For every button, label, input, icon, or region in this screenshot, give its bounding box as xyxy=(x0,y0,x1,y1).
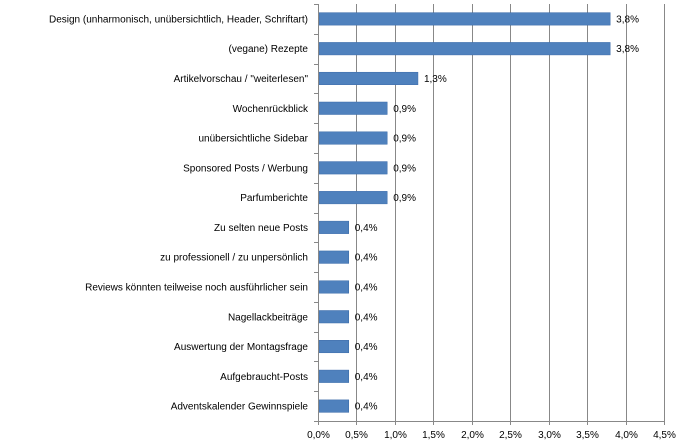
bar-2 xyxy=(318,71,419,85)
bar-11 xyxy=(318,340,350,354)
value-label-0: 3,8% xyxy=(616,14,639,25)
value-label-11: 0,4% xyxy=(355,342,378,353)
grid xyxy=(356,4,665,421)
x-tick-label-6: 3,0% xyxy=(538,430,561,441)
bar-8 xyxy=(318,250,350,264)
category-label-13: Adventskalender Gewinnspiele xyxy=(171,402,309,413)
x-tick-label-3: 1,5% xyxy=(422,430,445,441)
value-label-3: 0,9% xyxy=(393,104,416,115)
category-label-6: Parfumberichte xyxy=(240,193,308,204)
bar-4 xyxy=(318,131,388,145)
x-tick-label-9: 4,5% xyxy=(653,430,676,441)
bar-0 xyxy=(318,12,611,26)
bar-6 xyxy=(318,191,388,205)
bar-1 xyxy=(318,42,611,56)
value-label-4: 0,9% xyxy=(393,134,416,145)
category-label-4: unübersichtliche Sidebar xyxy=(198,134,308,145)
x-tick-label-1: 0,5% xyxy=(345,430,368,441)
category-label-0: Design (unharmonisch, unübersichtlich, H… xyxy=(49,14,308,25)
bar-7 xyxy=(318,220,350,234)
bar-13 xyxy=(318,399,350,413)
x-tick-label-2: 1,0% xyxy=(384,430,407,441)
value-label-2: 1,3% xyxy=(424,74,447,85)
value-label-13: 0,4% xyxy=(355,402,378,413)
value-label-6: 0,9% xyxy=(393,193,416,204)
category-label-1: (vegane) Rezepte xyxy=(229,44,309,55)
axes xyxy=(314,4,665,425)
category-label-10: Nagellackbeiträge xyxy=(228,312,308,323)
bar-10 xyxy=(318,310,350,324)
value-label-10: 0,4% xyxy=(355,312,378,323)
category-label-2: Artikelvorschau / "weiterlesen" xyxy=(174,74,309,85)
category-label-11: Auswertung der Montagsfrage xyxy=(174,342,308,353)
category-label-7: Zu selten neue Posts xyxy=(214,223,308,234)
bar-9 xyxy=(318,280,350,294)
value-label-12: 0,4% xyxy=(355,372,378,383)
value-label-8: 0,4% xyxy=(355,253,378,264)
value-label-5: 0,9% xyxy=(393,163,416,174)
x-tick-label-5: 2,5% xyxy=(499,430,522,441)
category-label-5: Sponsored Posts / Werbung xyxy=(183,163,308,174)
bar-3 xyxy=(318,101,388,115)
labels: 0,0% 0,5% 1,0% 1,5% 2,0% 2,5% 3,0% 3,5% 4,0% 4,5%… xyxy=(49,14,676,441)
x-tick-label-0: 0,0% xyxy=(307,430,330,441)
value-label-1: 3,8% xyxy=(616,44,639,55)
category-label-8: zu professionell / zu unpersönlich xyxy=(160,253,308,264)
bar-12 xyxy=(318,369,350,383)
x-tick-label-7: 3,5% xyxy=(576,430,599,441)
category-label-3: Wochenrückblick xyxy=(233,104,309,115)
value-label-9: 0,4% xyxy=(355,282,378,293)
x-tick-label-8: 4,0% xyxy=(615,430,638,441)
value-label-7: 0,4% xyxy=(355,223,378,234)
x-tick-label-4: 2,0% xyxy=(461,430,484,441)
category-label-12: Aufgebraucht-Posts xyxy=(220,372,308,383)
category-label-9: Reviews könnten teilweise noch ausführli… xyxy=(85,282,308,293)
bar-5 xyxy=(318,161,388,175)
